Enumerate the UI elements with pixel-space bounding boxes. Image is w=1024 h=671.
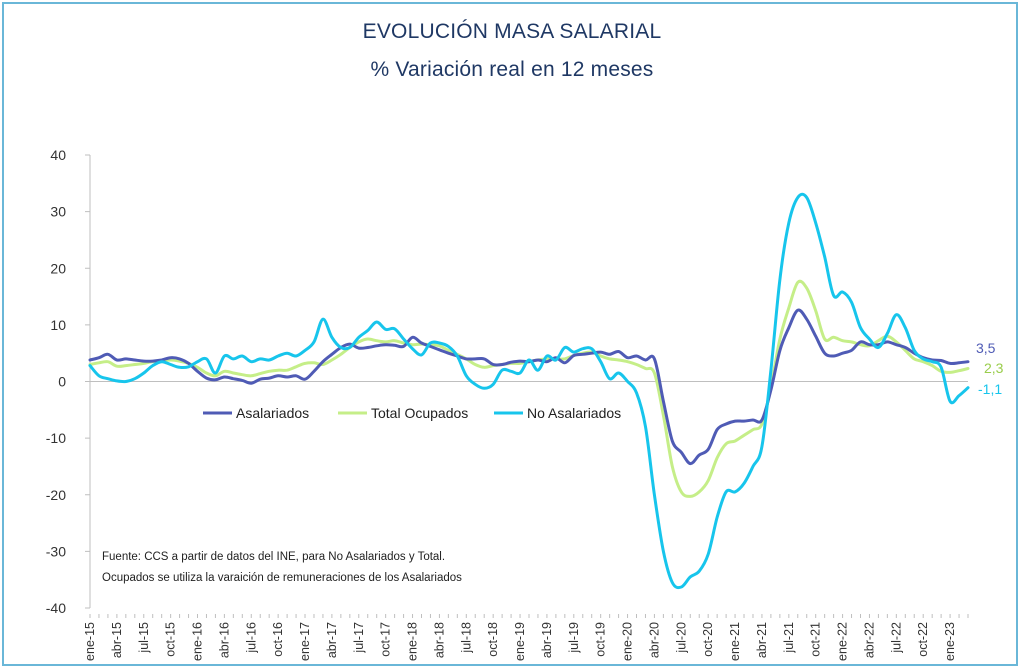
x-tick-label: ene-18 (406, 622, 420, 661)
x-tick-label: ene-16 (191, 622, 205, 661)
x-tick-label: ene-17 (298, 622, 312, 661)
x-tick-label: oct-22 (916, 622, 930, 657)
x-tick-label: oct-19 (594, 622, 608, 657)
axes: 40 30 20 10 0 -10 -20 -30 -40 ene-15 abr-15 jul-15 o… (46, 147, 969, 661)
x-tick-label: ene-19 (513, 622, 527, 661)
y-tick-label: -40 (46, 600, 66, 616)
x-tick-label: jul-18 (459, 622, 473, 654)
y-tick-label: 0 (58, 374, 66, 390)
legend: Asalariados Total Ocupados No Asalariado… (203, 405, 621, 421)
x-tick-label: oct-18 (486, 622, 500, 657)
x-tick-label: abr-17 (325, 622, 339, 658)
legend-label-asalariados: Asalariados (236, 405, 309, 421)
legend-label-no-asalariados: No Asalariados (527, 405, 621, 421)
x-tick-label: jul-16 (244, 622, 258, 654)
series-line-asalariados (88, 308, 970, 466)
x-tick-label: jul-20 (674, 622, 688, 654)
y-tick-label: 20 (50, 260, 66, 276)
chart-title: EVOLUCIÓN MASA SALARIAL (362, 20, 662, 43)
x-tick-label: abr-21 (755, 622, 769, 658)
x-tick-label: abr-16 (217, 622, 231, 658)
x-tick-label: oct-15 (164, 622, 178, 657)
x-tick-label: jul-21 (782, 622, 796, 654)
x-tick-label: abr-15 (110, 622, 124, 658)
end-labels: 3,5 2,3 -1,1 (976, 340, 1004, 397)
x-tick-label: jul-19 (567, 622, 581, 654)
x-tick-label: jul-15 (137, 622, 151, 654)
x-tick-label: jul-17 (352, 622, 366, 654)
x-tick-label: oct-16 (271, 622, 285, 657)
y-tick-label: -10 (46, 430, 66, 446)
series-group (88, 192, 970, 590)
y-tick-label: 30 (50, 204, 66, 220)
source-note-line-1: Fuente: CCS a partir de datos del INE, p… (102, 551, 445, 563)
end-label-total-ocupados: 2,3 (984, 360, 1004, 376)
x-tick-label: jul-22 (889, 622, 903, 654)
x-tick-label: abr-20 (647, 622, 661, 658)
legend-label-total-ocupados: Total Ocupados (371, 405, 468, 421)
source-note: Fuente: CCS a partir de datos del INE, p… (102, 551, 462, 584)
x-tick-label: oct-17 (379, 622, 393, 657)
x-tick-label: ene-21 (728, 622, 742, 661)
end-label-asalariados: 3,5 (976, 340, 996, 356)
y-tick-label: -20 (46, 487, 66, 503)
x-tick-label: abr-22 (862, 622, 876, 658)
source-note-line-2: Ocupados se utiliza la varaición de remu… (102, 572, 462, 584)
x-tick-label: oct-21 (809, 622, 823, 657)
series-line-no-asalariados (88, 192, 970, 590)
x-tick-label: ene-23 (943, 622, 957, 661)
y-tick-label: 10 (50, 317, 66, 333)
x-tick-label: oct-20 (701, 622, 715, 657)
chart-subtitle: % Variación real en 12 meses (370, 58, 654, 81)
x-tick-label: ene-15 (83, 622, 97, 661)
series-line-total-ocupados (88, 279, 970, 498)
x-tick-label: abr-18 (432, 622, 446, 658)
y-tick-label: 40 (50, 147, 66, 163)
x-tick-label: ene-22 (836, 622, 850, 661)
y-tick-label: -30 (46, 543, 66, 559)
x-tick-label: ene-20 (621, 622, 635, 661)
end-label-no-asalariados: -1,1 (978, 381, 1002, 397)
x-tick-label: abr-19 (540, 622, 554, 658)
